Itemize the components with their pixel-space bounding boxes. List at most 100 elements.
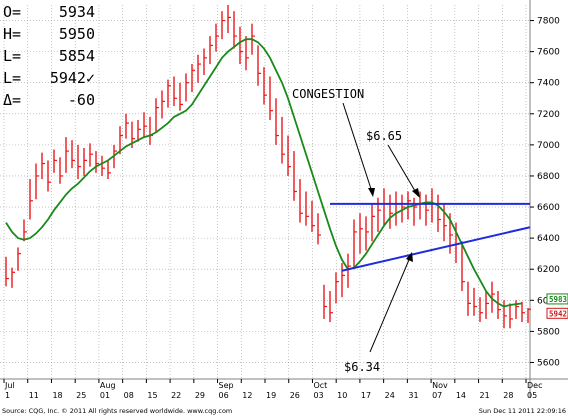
price-bar bbox=[407, 191, 411, 220]
x-tick-label: 08 bbox=[124, 391, 134, 400]
x-month-label: Aug bbox=[100, 381, 116, 390]
price-bar bbox=[125, 113, 129, 139]
x-axis-ticks: 1 11 18 25 01 08 15 22 29 06 12 19 26 03 10 17 24 31 07 14 2… bbox=[3, 379, 542, 400]
x-tick-label: 29 bbox=[195, 391, 205, 400]
price-bar bbox=[221, 11, 225, 40]
footer-bar: Source: CQG, Inc. © 2011 All rights rese… bbox=[2, 407, 566, 415]
price-bar bbox=[35, 163, 39, 200]
price-bar bbox=[161, 90, 165, 119]
y-tick-label: 7200 bbox=[537, 110, 560, 120]
x-month-label: Oct bbox=[313, 381, 327, 390]
price-bar bbox=[53, 149, 57, 173]
x-tick-label: 22 bbox=[171, 391, 181, 400]
y-tick-label: 6400 bbox=[537, 234, 560, 244]
price-bar bbox=[371, 203, 375, 242]
x-month-label: Nov bbox=[432, 381, 448, 390]
readout-label: O= bbox=[3, 3, 21, 21]
price-bar bbox=[317, 213, 321, 245]
y-tick-label: 5800 bbox=[537, 327, 560, 337]
price-bar bbox=[197, 54, 201, 83]
price-bar bbox=[503, 300, 507, 329]
price-bar bbox=[47, 160, 51, 192]
price-bar bbox=[269, 76, 273, 121]
price-bar bbox=[305, 191, 309, 226]
x-tick-label: 11 bbox=[29, 391, 39, 400]
footer-timestamp: Sun Dec 11 2011 22:09:16 bbox=[479, 407, 566, 415]
price-bar bbox=[107, 160, 111, 180]
price-tag-label: 5942 bbox=[549, 309, 567, 318]
upper-price-arrowhead bbox=[412, 188, 420, 198]
price-bar bbox=[521, 301, 525, 323]
readout-value: 5854 bbox=[59, 47, 95, 65]
price-tag-label: 5983 bbox=[549, 295, 568, 304]
price-bar bbox=[59, 157, 63, 184]
price-bar bbox=[17, 247, 21, 271]
annotation-lower-price: $6.34 bbox=[344, 360, 380, 374]
y-tick-label: 6200 bbox=[537, 265, 560, 275]
price-bar bbox=[71, 140, 75, 169]
price-bar bbox=[287, 135, 291, 176]
price-bar bbox=[359, 213, 363, 254]
price-bar bbox=[245, 36, 249, 71]
y-axis-ticks: 7800760074007200700068006600640062006000… bbox=[530, 17, 560, 368]
upper-price-pointer bbox=[387, 144, 419, 197]
price-bar bbox=[281, 116, 285, 164]
price-bar bbox=[461, 241, 465, 291]
readout-label: H= bbox=[3, 25, 21, 43]
footer-source: Source: CQG, Inc. © 2011 All rights rese… bbox=[2, 407, 232, 415]
price-bar bbox=[203, 48, 207, 75]
x-tick-label: 07 bbox=[432, 391, 442, 400]
readout-label: L= bbox=[3, 69, 21, 87]
congestion-pointer bbox=[342, 102, 374, 196]
price-bar bbox=[119, 126, 123, 155]
congestion-arrowhead bbox=[368, 188, 375, 197]
price-bar bbox=[179, 82, 183, 111]
price-bar bbox=[353, 219, 357, 270]
price-bar bbox=[11, 267, 15, 288]
price-bar bbox=[209, 36, 213, 65]
price-bar bbox=[473, 287, 477, 316]
x-tick-label: 28 bbox=[503, 391, 513, 400]
price-bar bbox=[443, 203, 447, 242]
x-tick-label: 26 bbox=[290, 391, 300, 400]
price-bar bbox=[413, 197, 417, 226]
y-tick-label: 5600 bbox=[537, 358, 560, 368]
price-bar bbox=[341, 262, 345, 298]
price-bar bbox=[89, 143, 93, 167]
x-tick-label: 10 bbox=[337, 391, 347, 400]
y-tick-label: 7400 bbox=[537, 79, 560, 89]
price-bar bbox=[233, 11, 237, 49]
price-bar bbox=[257, 45, 261, 86]
price-bar bbox=[485, 290, 489, 319]
price-tags: 5983 5942 bbox=[546, 293, 568, 319]
x-tick-label: 31 bbox=[408, 391, 418, 400]
readout-value: 5950 bbox=[59, 25, 95, 43]
x-tick-label: 15 bbox=[147, 391, 157, 400]
price-bar bbox=[29, 179, 33, 220]
x-tick-label: 14 bbox=[456, 391, 466, 400]
readout-value: -60 bbox=[68, 91, 95, 109]
price-bar bbox=[215, 23, 219, 52]
annotations: CONGESTION $6.65 $6.34 bbox=[292, 87, 420, 374]
price-bar bbox=[263, 67, 267, 105]
price-bar bbox=[65, 137, 69, 173]
price-bar bbox=[491, 281, 495, 313]
price-bar bbox=[155, 98, 159, 133]
price-bar bbox=[467, 281, 471, 316]
price-bar bbox=[41, 152, 45, 180]
price-bar bbox=[143, 112, 147, 138]
grid-lines bbox=[0, 5, 530, 378]
price-bar bbox=[437, 194, 441, 232]
readout-label: Δ= bbox=[3, 91, 21, 109]
price-bar bbox=[527, 308, 531, 323]
y-tick-label: 7800 bbox=[537, 17, 560, 27]
trendline bbox=[341, 226, 531, 272]
readout-value: 5934 bbox=[59, 3, 95, 21]
annotation-congestion: CONGESTION bbox=[292, 87, 364, 101]
readout-panel: O= 5934 H= 5950 L= 5854 L= 5942✓ Δ= -60 bbox=[3, 3, 95, 109]
x-tick-label: 1 bbox=[5, 391, 10, 400]
price-bar bbox=[137, 120, 141, 142]
lower-price-pointer bbox=[369, 254, 412, 353]
price-tag: 5983 bbox=[546, 293, 568, 305]
